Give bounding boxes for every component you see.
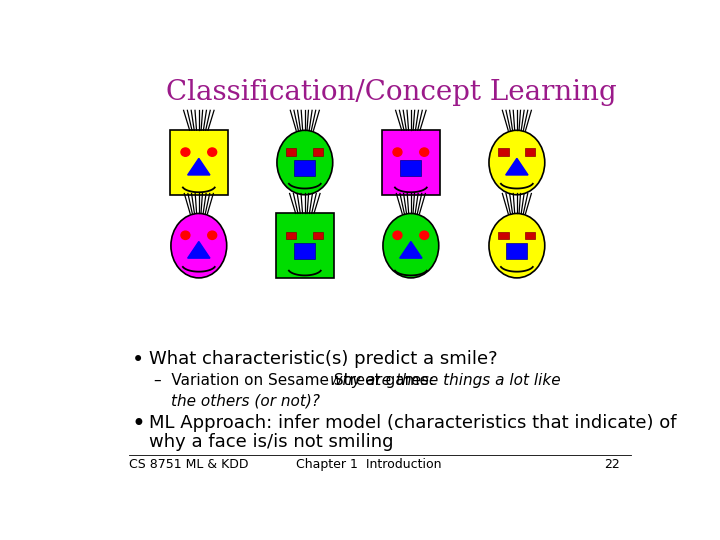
Ellipse shape: [420, 231, 428, 239]
Ellipse shape: [277, 130, 333, 195]
Text: •: •: [132, 349, 144, 369]
Polygon shape: [188, 241, 210, 258]
Ellipse shape: [393, 231, 402, 239]
Text: 22: 22: [604, 458, 620, 471]
Bar: [400, 160, 421, 176]
Bar: [294, 160, 315, 176]
Bar: [287, 148, 297, 156]
Bar: [506, 243, 528, 259]
Text: Chapter 1  Introduction: Chapter 1 Introduction: [296, 458, 442, 471]
Bar: [294, 243, 315, 259]
Ellipse shape: [489, 130, 545, 195]
Bar: [526, 148, 535, 156]
Ellipse shape: [208, 148, 217, 156]
Ellipse shape: [489, 213, 545, 278]
Bar: [276, 213, 334, 278]
Text: Classification/Concept Learning: Classification/Concept Learning: [166, 79, 617, 106]
Bar: [169, 130, 228, 195]
Ellipse shape: [383, 213, 438, 278]
Polygon shape: [505, 158, 528, 175]
Text: CS 8751 ML & KDD: CS 8751 ML & KDD: [129, 458, 248, 471]
Bar: [287, 232, 297, 239]
Ellipse shape: [181, 231, 190, 239]
Ellipse shape: [208, 231, 217, 239]
Polygon shape: [188, 158, 210, 175]
Bar: [382, 130, 440, 195]
Bar: [526, 232, 535, 239]
Text: why a face is/is not smiling: why a face is/is not smiling: [148, 433, 393, 451]
Bar: [498, 232, 508, 239]
Bar: [498, 148, 508, 156]
Bar: [313, 148, 323, 156]
Text: why are these things a lot like: why are these things a lot like: [330, 373, 561, 388]
Bar: [313, 232, 323, 239]
Text: What characteristic(s) predict a smile?: What characteristic(s) predict a smile?: [148, 349, 498, 368]
Text: •: •: [132, 412, 145, 436]
Polygon shape: [400, 241, 422, 258]
Text: ML Approach: infer model (characteristics that indicate) of: ML Approach: infer model (characteristic…: [148, 414, 676, 432]
Ellipse shape: [171, 213, 227, 278]
Text: the others (or not)?: the others (or not)?: [171, 393, 320, 408]
Ellipse shape: [393, 148, 402, 156]
Ellipse shape: [181, 148, 190, 156]
Ellipse shape: [420, 148, 428, 156]
Text: –  Variation on Sesame Street game:: – Variation on Sesame Street game:: [154, 373, 439, 388]
